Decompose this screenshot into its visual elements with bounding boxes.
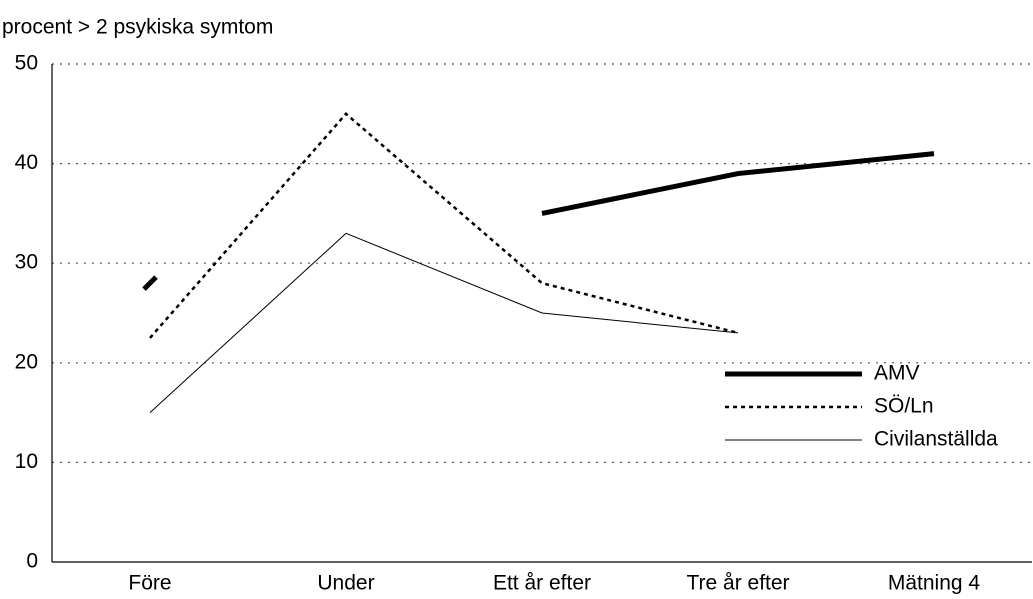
x-tick-label: Före <box>128 572 171 595</box>
line-series <box>142 275 158 291</box>
x-tick-label: Under <box>317 572 374 595</box>
y-axis-label: procent > 2 psykiska symtom <box>2 16 273 39</box>
y-tick-label: 30 <box>15 251 38 274</box>
legend-label: AMV <box>874 362 920 385</box>
line-series <box>541 151 935 216</box>
y-tick-label: 0 <box>26 550 38 573</box>
x-tick-label: Tre år efter <box>686 572 789 595</box>
x-tick-label: Ett år efter <box>493 572 591 595</box>
y-tick-label: 20 <box>15 350 38 373</box>
line-series <box>149 112 739 339</box>
legend-label: SÖ/Ln <box>874 395 934 418</box>
x-tick-label: Mätning 4 <box>888 572 981 595</box>
y-tick-label: 10 <box>15 450 38 473</box>
y-tick-label: 50 <box>15 52 38 75</box>
legend-label: Civilanställda <box>874 428 998 451</box>
line-series <box>149 232 739 413</box>
y-tick-label: 40 <box>15 151 38 174</box>
